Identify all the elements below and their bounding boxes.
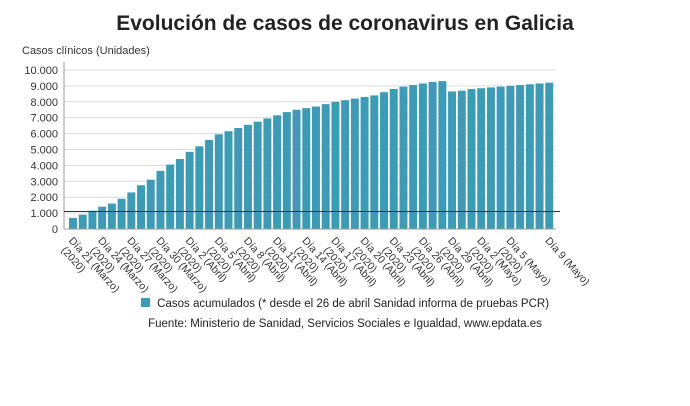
bar <box>467 89 476 229</box>
bar <box>525 84 534 230</box>
bar <box>282 112 291 229</box>
bar <box>380 92 389 229</box>
bar <box>496 86 505 230</box>
x-axis: Día 21 (Marzo)(2020) Día 24 (Marzo)(2020)… <box>58 228 592 295</box>
bar <box>107 203 116 229</box>
bar <box>409 85 418 229</box>
bar <box>457 90 466 229</box>
bar <box>399 86 408 230</box>
y-tick-label: 0 <box>52 224 58 236</box>
legend-label: Casos acumulados (* desde el 26 de abril… <box>157 298 550 310</box>
bar <box>428 81 437 229</box>
y-tick-label: 9.000 <box>30 81 58 93</box>
y-tick-label: 6.000 <box>30 129 58 141</box>
bar <box>166 164 175 229</box>
y-axis: Casos clínicos (Unidades) 0 1.000 2.000 3.00… <box>22 45 150 236</box>
bar <box>477 88 486 230</box>
bar <box>195 146 204 229</box>
bar <box>224 131 233 229</box>
bar <box>292 109 301 229</box>
bar <box>127 192 136 229</box>
y-tick-label: 10.000 <box>24 65 58 77</box>
bar <box>273 115 282 229</box>
bar <box>253 121 262 229</box>
bar <box>438 81 447 229</box>
bar <box>185 151 194 229</box>
bar <box>146 179 155 229</box>
bar <box>312 106 320 229</box>
bar <box>350 98 359 229</box>
y-tick-label: 5.000 <box>30 144 58 156</box>
bar <box>205 139 214 229</box>
bars <box>69 81 554 230</box>
bar <box>214 134 223 229</box>
bar <box>535 83 544 229</box>
y-tick-label: 7.000 <box>30 113 58 125</box>
bar <box>243 124 252 229</box>
bar <box>175 159 184 229</box>
chart-title: Evolución de casos de coronavirus en Gal… <box>116 12 574 35</box>
bar <box>516 85 525 229</box>
bar <box>117 198 126 229</box>
bar <box>88 210 97 229</box>
bar <box>263 118 272 229</box>
y-tick-label: 8.000 <box>30 97 58 109</box>
bar <box>370 95 379 230</box>
bar <box>69 217 77 229</box>
bar <box>506 85 515 229</box>
bar <box>389 89 398 229</box>
bar <box>321 104 330 229</box>
source-note: Fuente: Ministerio de Sanidad, Servicios… <box>148 318 542 330</box>
bar <box>418 83 427 229</box>
y-tick-label: 2.000 <box>30 192 58 204</box>
bar <box>78 214 87 229</box>
legend-swatch <box>140 298 150 308</box>
legend: Casos acumulados (* desde el 26 de abril… <box>0 298 690 310</box>
bar <box>486 87 495 229</box>
bar <box>98 206 107 229</box>
y-tick-label: 4.000 <box>30 160 58 172</box>
bar <box>341 100 350 229</box>
bar <box>448 91 457 229</box>
bar <box>156 170 165 229</box>
bar <box>234 128 243 229</box>
bar <box>545 82 554 230</box>
bar <box>137 185 146 229</box>
y-axis-label: Casos clínicos (Unidades) <box>22 45 150 57</box>
y-tick-label: 1.000 <box>30 208 58 220</box>
bar <box>331 101 340 229</box>
bar <box>302 108 311 229</box>
bar <box>360 96 369 230</box>
y-tick-label: 3.000 <box>30 176 58 188</box>
